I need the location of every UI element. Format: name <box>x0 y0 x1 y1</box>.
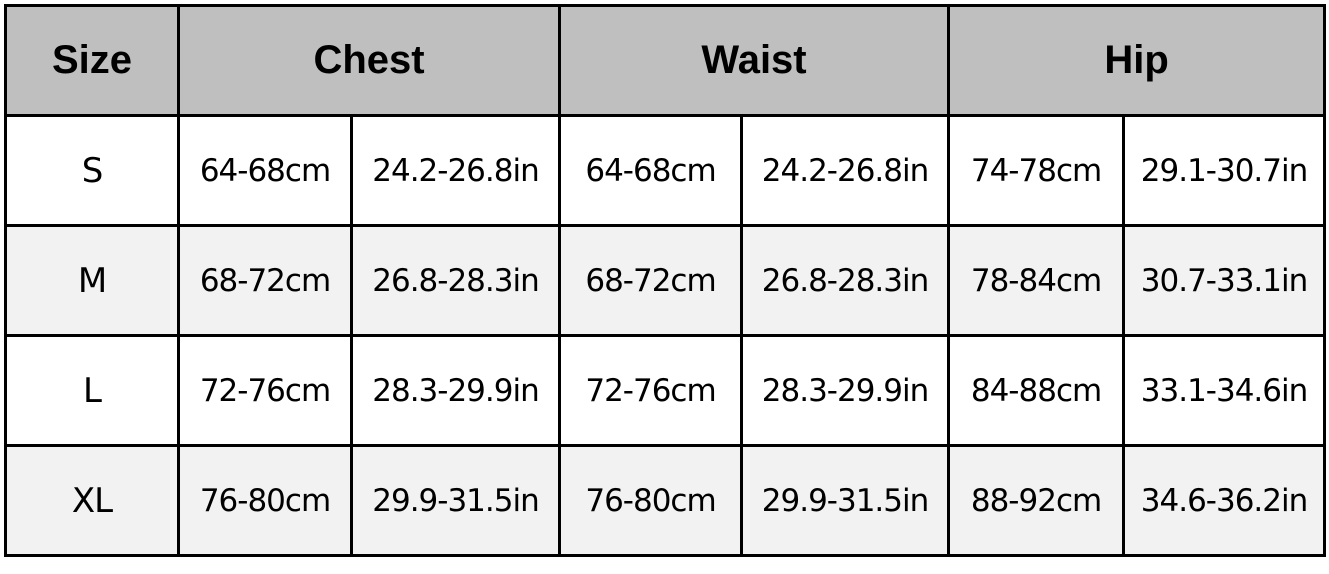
header-waist: Waist <box>558 4 951 117</box>
cell-waist-in: 29.9-31.5in <box>740 444 951 557</box>
cell-size: L <box>4 334 180 447</box>
cell-hip-cm: 88-92cm <box>947 444 1126 557</box>
cell-waist-in: 28.3-29.9in <box>740 334 951 447</box>
size-chart-table: Size Chest Waist Hip S 64-68cm 24.2-26.8in… <box>4 4 1327 557</box>
cell-waist-in: 24.2-26.8in <box>740 114 951 227</box>
cell-waist-cm: 68-72cm <box>558 224 744 337</box>
header-size: Size <box>4 4 180 117</box>
cell-hip-cm: 84-88cm <box>947 334 1126 447</box>
cell-chest-cm: 64-68cm <box>177 114 353 227</box>
table-row: S 64-68cm 24.2-26.8in 64-68cm 24.2-26.8in 74-… <box>4 114 1327 227</box>
cell-hip-in: 33.1-34.6in <box>1122 334 1327 447</box>
header-row: Size Chest Waist Hip <box>4 4 1327 117</box>
cell-waist-cm: 72-76cm <box>558 334 744 447</box>
table-row: L 72-76cm 28.3-29.9in 72-76cm 28.3-29.9in 84-… <box>4 334 1327 447</box>
cell-chest-cm: 76-80cm <box>177 444 353 557</box>
cell-chest-in: 24.2-26.8in <box>349 114 562 227</box>
header-chest: Chest <box>176 4 562 117</box>
cell-waist-in: 26.8-28.3in <box>740 224 951 337</box>
cell-size: M <box>4 224 180 337</box>
cell-hip-in: 29.1-30.7in <box>1122 114 1327 227</box>
cell-waist-cm: 76-80cm <box>558 444 744 557</box>
cell-hip-cm: 74-78cm <box>947 114 1126 227</box>
cell-size: S <box>4 114 180 227</box>
cell-waist-cm: 64-68cm <box>558 114 744 227</box>
table-row: M 68-72cm 26.8-28.3in 68-72cm 26.8-28.3in 78-… <box>4 224 1327 337</box>
cell-hip-in: 30.7-33.1in <box>1122 224 1327 337</box>
cell-chest-in: 28.3-29.9in <box>349 334 562 447</box>
header-hip: Hip <box>947 4 1327 117</box>
cell-chest-cm: 68-72cm <box>177 224 353 337</box>
cell-chest-cm: 72-76cm <box>177 334 353 447</box>
cell-hip-cm: 78-84cm <box>947 224 1126 337</box>
cell-hip-in: 34.6-36.2in <box>1122 444 1327 557</box>
cell-chest-in: 29.9-31.5in <box>349 444 562 557</box>
cell-chest-in: 26.8-28.3in <box>349 224 562 337</box>
cell-size: XL <box>4 444 180 557</box>
table-row: XL 76-80cm 29.9-31.5in 76-80cm 29.9-31.5in 88… <box>4 444 1327 557</box>
